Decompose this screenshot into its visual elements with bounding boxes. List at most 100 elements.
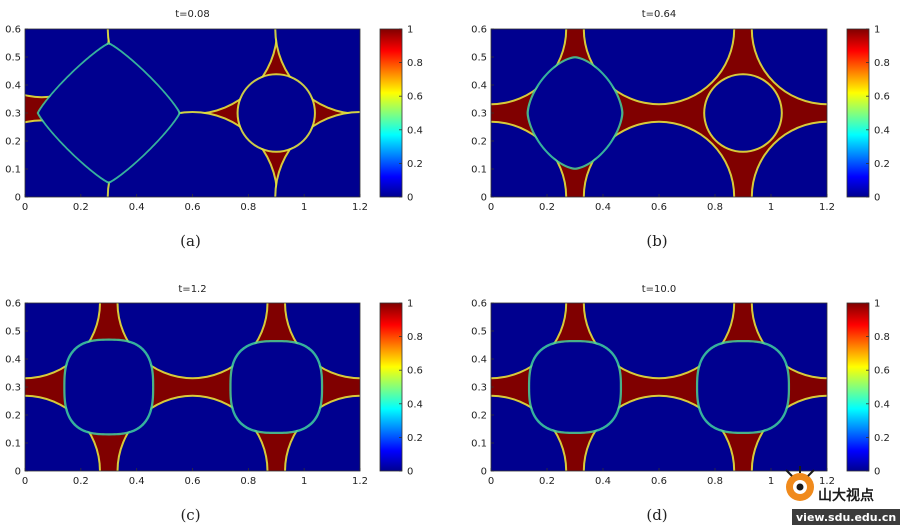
y-tick-label: 0.5 bbox=[5, 327, 21, 338]
x-tick-label: 0 bbox=[22, 202, 28, 213]
grain-circle bbox=[752, 122, 827, 197]
y-tick-label: 0.1 bbox=[5, 439, 21, 450]
colorbar: 0 0.2 0.4 0.6 0.8 1 bbox=[846, 299, 890, 478]
x-tick-label: 1.2 bbox=[819, 476, 835, 487]
chart-title: t=0.64 bbox=[642, 9, 677, 20]
y-tick-label: 0.2 bbox=[471, 411, 487, 422]
x-tick-label: 0.8 bbox=[707, 476, 723, 487]
y-tick-label: 0 bbox=[15, 467, 21, 478]
y-tick-label: 0.6 bbox=[5, 25, 21, 36]
colorbar-tick-label: 1 bbox=[407, 25, 413, 36]
watermark-url: view.sdu.edu.cn bbox=[796, 511, 896, 524]
grain-circle bbox=[25, 29, 109, 97]
y-tick-label: 0 bbox=[481, 193, 487, 204]
y-tick-label: 0 bbox=[481, 467, 487, 478]
x-tick-label: 0 bbox=[22, 476, 28, 487]
colorbar-tick-label: 0.4 bbox=[874, 399, 890, 410]
x-tick-label: 1 bbox=[301, 476, 307, 487]
x-tick-label: 1 bbox=[301, 202, 307, 213]
grain-circle bbox=[705, 75, 781, 151]
y-tick-label: 0 bbox=[15, 193, 21, 204]
grain-circle bbox=[491, 122, 566, 197]
colorbar-tick-label: 0.8 bbox=[874, 332, 890, 343]
x-tick-label: 0.4 bbox=[129, 476, 145, 487]
grain-circle bbox=[276, 113, 360, 197]
chart-title: t=1.2 bbox=[178, 284, 206, 295]
plot-area bbox=[491, 29, 827, 197]
grain-circle bbox=[491, 29, 566, 104]
colorbar-tick-label: 0.4 bbox=[874, 125, 890, 136]
colorbar: 0 0.2 0.4 0.6 0.8 1 bbox=[379, 25, 423, 204]
watermark-logo-text: 山大视点 bbox=[818, 487, 874, 504]
chart-panel-2: t=0.64 0 0.2 0.4 0.6 0.8 1 1.2 0 0.1 0.2 0.3 0.4 0.5 0… bbox=[471, 9, 890, 250]
x-tick-label: 0.8 bbox=[240, 202, 256, 213]
plot-area bbox=[25, 303, 360, 471]
colorbar-tick-label: 0.8 bbox=[874, 58, 890, 69]
x-tick-label: 0.6 bbox=[651, 476, 667, 487]
colorbar-tick-label: 0 bbox=[874, 193, 880, 204]
y-tick-label: 0.3 bbox=[471, 109, 487, 120]
pore-shape bbox=[38, 44, 179, 182]
x-tick-label: 1 bbox=[768, 476, 774, 487]
x-tick-label: 0.2 bbox=[73, 202, 89, 213]
y-tick-label: 0.6 bbox=[5, 299, 21, 310]
y-tick-label: 0.5 bbox=[471, 327, 487, 338]
y-tick-label: 0.3 bbox=[5, 383, 21, 394]
colorbar-gradient bbox=[379, 302, 403, 472]
grain-circle bbox=[25, 121, 118, 197]
pore-shape bbox=[65, 340, 153, 434]
colorbar-tick-label: 0.2 bbox=[407, 433, 423, 444]
y-tick-label: 0.4 bbox=[5, 81, 21, 92]
x-tick-label: 0.8 bbox=[240, 476, 256, 487]
grain-circle bbox=[491, 303, 566, 378]
y-tick-label: 0.2 bbox=[5, 137, 21, 148]
grain-circle bbox=[752, 303, 827, 378]
x-tick-label: 0 bbox=[488, 202, 494, 213]
colorbar-tick-label: 0 bbox=[407, 467, 413, 478]
pore-shape bbox=[530, 342, 620, 432]
x-tick-label: 0.6 bbox=[185, 476, 201, 487]
colorbar-tick-label: 0.6 bbox=[407, 92, 423, 103]
y-tick-label: 0.1 bbox=[471, 439, 487, 450]
y-tick-label: 0.4 bbox=[471, 355, 487, 366]
colorbar-gradient bbox=[846, 28, 870, 198]
chart-title: t=0.08 bbox=[175, 9, 210, 20]
y-tick-label: 0.2 bbox=[471, 137, 487, 148]
colorbar-tick-label: 0.2 bbox=[874, 433, 890, 444]
grain-circle bbox=[118, 396, 267, 471]
panel-caption: (c) bbox=[180, 506, 200, 524]
chart-panel-3: t=1.2 0 0.2 0.4 0.6 0.8 1 1.2 0 0.1 0.2 0.3 0.4 0.5 0.… bbox=[5, 284, 423, 524]
grain-circle bbox=[118, 303, 267, 378]
y-tick-label: 0.1 bbox=[5, 165, 21, 176]
panel-caption: (d) bbox=[646, 506, 667, 524]
colorbar-tick-label: 0 bbox=[407, 193, 413, 204]
watermark-logo: 山大视点 view.sdu.edu.cn bbox=[785, 466, 900, 525]
x-tick-label: 0 bbox=[488, 476, 494, 487]
grain-circle bbox=[584, 29, 734, 104]
pore-shape bbox=[698, 342, 788, 432]
colorbar-gradient bbox=[379, 28, 403, 198]
grain-circle bbox=[752, 396, 827, 471]
x-tick-label: 1.2 bbox=[352, 202, 368, 213]
colorbar-tick-label: 0.4 bbox=[407, 125, 423, 136]
colorbar-tick-label: 1 bbox=[407, 299, 413, 310]
grain-circle bbox=[25, 303, 99, 378]
y-tick-label: 0.4 bbox=[5, 355, 21, 366]
pore-shape bbox=[528, 58, 622, 168]
x-tick-label: 0.4 bbox=[595, 476, 611, 487]
chart-panel-1: t=0.08 0 0.2 0.4 0.6 0.8 1 1.2 0 0.1 0.2 0.3 0.4 0.5 0… bbox=[5, 9, 423, 250]
x-tick-label: 0.2 bbox=[73, 476, 89, 487]
chart-panel-4: t=10.0 0 0.2 0.4 0.6 0.8 1 1.2 0 0.1 0.2 0.3 0.4 0.5 0… bbox=[471, 284, 890, 524]
colorbar: 0 0.2 0.4 0.6 0.8 1 bbox=[846, 25, 890, 204]
colorbar-tick-label: 1 bbox=[874, 25, 880, 36]
colorbar-tick-label: 0.8 bbox=[407, 332, 423, 343]
colorbar-tick-label: 0.8 bbox=[407, 58, 423, 69]
grain-circle bbox=[238, 75, 314, 151]
x-tick-label: 1.2 bbox=[352, 476, 368, 487]
x-tick-label: 1 bbox=[768, 202, 774, 213]
grain-circle bbox=[286, 396, 360, 471]
y-tick-label: 0.2 bbox=[5, 411, 21, 422]
grain-circle bbox=[584, 396, 734, 471]
y-tick-label: 0.5 bbox=[471, 53, 487, 64]
y-tick-label: 0.4 bbox=[471, 81, 487, 92]
